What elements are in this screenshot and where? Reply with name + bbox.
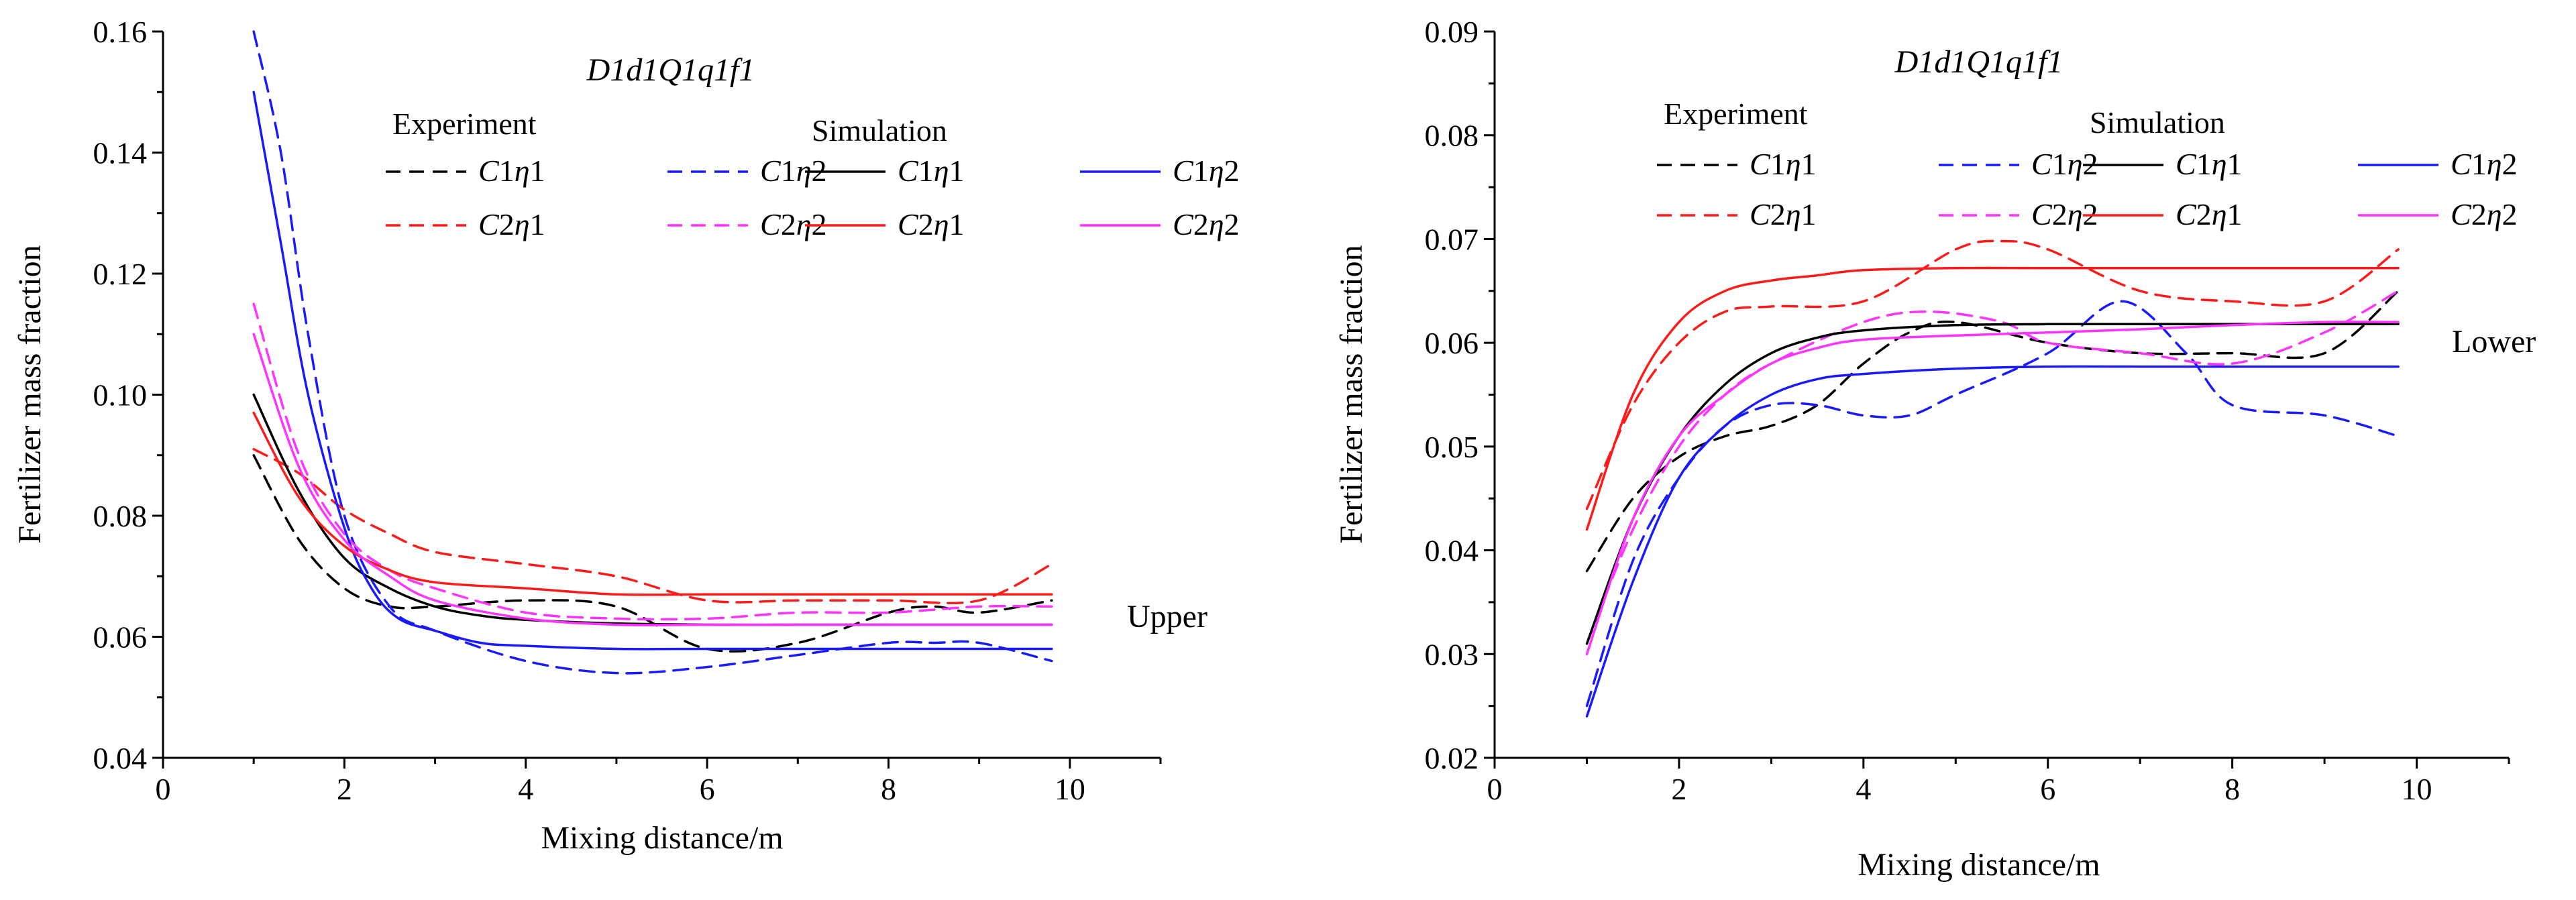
x-axis-title: Mixing distance/m bbox=[541, 820, 783, 856]
legend-label-simulation: C2η1 bbox=[2176, 197, 2243, 231]
series-simulation-7 bbox=[252, 333, 1053, 626]
series-experiment-0 bbox=[252, 454, 1053, 653]
series-experiment-1 bbox=[252, 30, 1053, 675]
series-experiment-2 bbox=[1585, 239, 2400, 510]
chart-title: D1d1Q1q1f1 bbox=[1894, 44, 2063, 80]
chart-panel-lower: 0.02 0.03 0.04 0.05 0.06 0.07 0.08 0.09 0 2 4 6 8 10 M… bbox=[1334, 15, 2536, 883]
legend-simulation-header: Simulation bbox=[2090, 105, 2225, 139]
y-tick-label: 0.10 bbox=[93, 378, 148, 412]
x-tick-label: 8 bbox=[2224, 772, 2240, 806]
series-experiment-3 bbox=[1585, 290, 2400, 645]
series-experiment-2 bbox=[252, 447, 1053, 605]
legend-label-simulation: C1η2 bbox=[1173, 154, 1240, 188]
chart-panel-upper: 0.04 0.06 0.08 0.10 0.12 0.14 0.16 0 2 4 6 8 10 Mixin… bbox=[12, 15, 1240, 856]
series-simulation-6 bbox=[1585, 266, 2400, 531]
region-label: Lower bbox=[2452, 324, 2536, 359]
legend-label-simulation: C1η1 bbox=[898, 154, 965, 188]
legend-label-experiment: C2η1 bbox=[1750, 197, 1817, 231]
y-tick-label: 0.12 bbox=[93, 257, 148, 291]
series-simulation-4 bbox=[1585, 323, 2400, 645]
y-tick-label: 0.08 bbox=[93, 499, 148, 533]
x-tick-label: 4 bbox=[518, 772, 533, 806]
legend-label-simulation: C2η2 bbox=[2451, 197, 2518, 231]
x-tick-label: 10 bbox=[2402, 772, 2432, 806]
x-tick-label: 0 bbox=[1487, 772, 1503, 806]
y-tick-label: 0.03 bbox=[1425, 637, 1479, 671]
x-axis-title: Mixing distance/m bbox=[1858, 847, 2100, 883]
x-tick-label: 2 bbox=[1671, 772, 1686, 806]
y-axis-title: Fertilizer mass fraction bbox=[1334, 245, 1369, 543]
series-experiment-0 bbox=[1585, 290, 2400, 573]
legend-label-simulation: C1η1 bbox=[2176, 147, 2243, 181]
y-tick-label: 0.06 bbox=[1425, 326, 1479, 360]
legend-simulation-header: Simulation bbox=[812, 113, 947, 148]
y-tick-label: 0.14 bbox=[93, 136, 148, 170]
legend-experiment-header: Experiment bbox=[1664, 97, 1808, 131]
y-tick-label: 0.08 bbox=[1425, 119, 1479, 153]
legend-label-simulation: C2η1 bbox=[898, 207, 965, 241]
y-tick-label: 0.04 bbox=[93, 741, 148, 775]
y-tick-label: 0.09 bbox=[1425, 15, 1479, 49]
x-tick-label: 2 bbox=[337, 772, 352, 806]
y-tick-label: 0.02 bbox=[1425, 741, 1479, 775]
x-tick-label: 6 bbox=[700, 772, 715, 806]
y-tick-label: 0.16 bbox=[93, 15, 148, 49]
x-tick-label: 6 bbox=[2040, 772, 2055, 806]
y-tick-label: 0.05 bbox=[1425, 430, 1479, 464]
x-tick-label: 10 bbox=[1055, 772, 1085, 806]
legend-experiment-header: Experiment bbox=[392, 107, 537, 141]
y-tick-label: 0.07 bbox=[1425, 222, 1479, 256]
legend: Experiment Simulation C1η1 C1η2 C2η1 C2η2 C1η1… bbox=[386, 107, 1240, 241]
series-experiment-1 bbox=[1585, 300, 2400, 708]
x-tick-label: 8 bbox=[881, 772, 896, 806]
legend-label-experiment: C1η1 bbox=[478, 154, 545, 188]
x-tick-label: 0 bbox=[156, 772, 171, 806]
series-simulation-7 bbox=[1585, 321, 2400, 656]
region-label: Upper bbox=[1127, 599, 1208, 634]
chart-title: D1d1Q1q1f1 bbox=[586, 52, 755, 88]
series-simulation-6 bbox=[252, 411, 1053, 596]
x-tick-label: 4 bbox=[1856, 772, 1871, 806]
legend-label-experiment: C2η1 bbox=[478, 207, 545, 241]
legend-label-simulation: C1η2 bbox=[2451, 147, 2518, 181]
legend: Experiment Simulation C1η1 C1η2 C2η1 C2η2 C1η1… bbox=[1657, 97, 2518, 231]
series-experiment-3 bbox=[252, 302, 1053, 621]
series-simulation-5 bbox=[252, 91, 1053, 651]
y-axis-title: Fertilizer mass fraction bbox=[12, 245, 48, 543]
legend-label-experiment: C2η2 bbox=[2031, 197, 2098, 231]
y-tick-label: 0.06 bbox=[93, 620, 148, 655]
y-tick-label: 0.04 bbox=[1425, 534, 1479, 568]
legend-label-experiment: C1η1 bbox=[1750, 147, 1817, 181]
legend-label-experiment: C1η2 bbox=[2031, 147, 2098, 181]
legend-label-simulation: C2η2 bbox=[1173, 207, 1240, 241]
series-simulation-5 bbox=[1585, 365, 2400, 718]
